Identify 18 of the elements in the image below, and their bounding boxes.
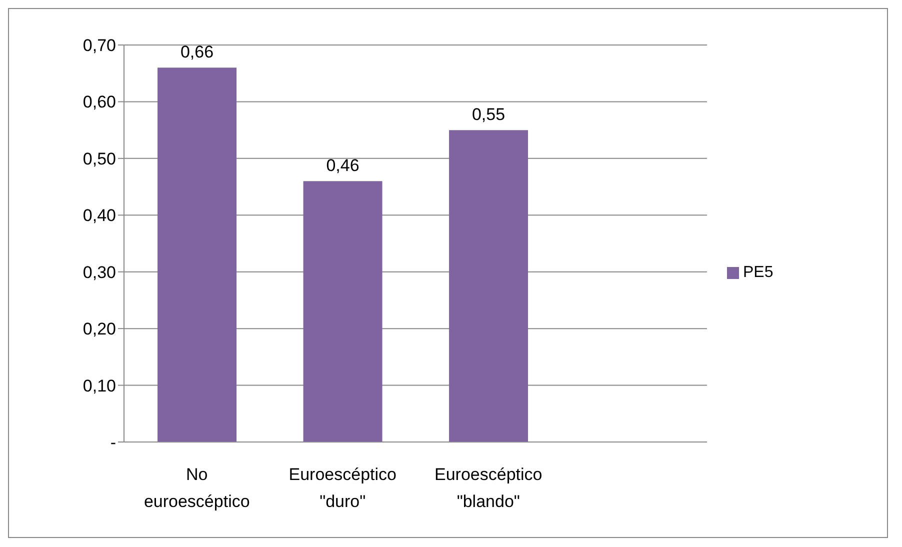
x-tick-label: Euroescéptico "blando"	[434, 465, 542, 511]
bar	[158, 68, 237, 442]
y-tick-label: 0,40	[82, 206, 116, 226]
x-tick-label: No euroescéptico	[144, 465, 250, 511]
data-label: 0,55	[472, 105, 506, 124]
y-tick-label: 0,20	[82, 320, 116, 339]
y-tick-label: 0,70	[82, 36, 116, 56]
data-label: 0,66	[180, 42, 214, 62]
x-tick-label: Euroescéptico "duro"	[288, 465, 396, 511]
legend-label: PE5	[743, 264, 774, 281]
y-tick-label: 0,60	[82, 92, 116, 112]
y-tick-label: 0,50	[82, 149, 116, 168]
bar	[449, 130, 528, 442]
bar	[303, 181, 382, 442]
data-label: 0,46	[326, 156, 360, 176]
y-tick-label: -	[110, 433, 116, 452]
y-tick-label: 0,10	[82, 376, 116, 396]
y-tick-label: 0,30	[82, 262, 116, 282]
